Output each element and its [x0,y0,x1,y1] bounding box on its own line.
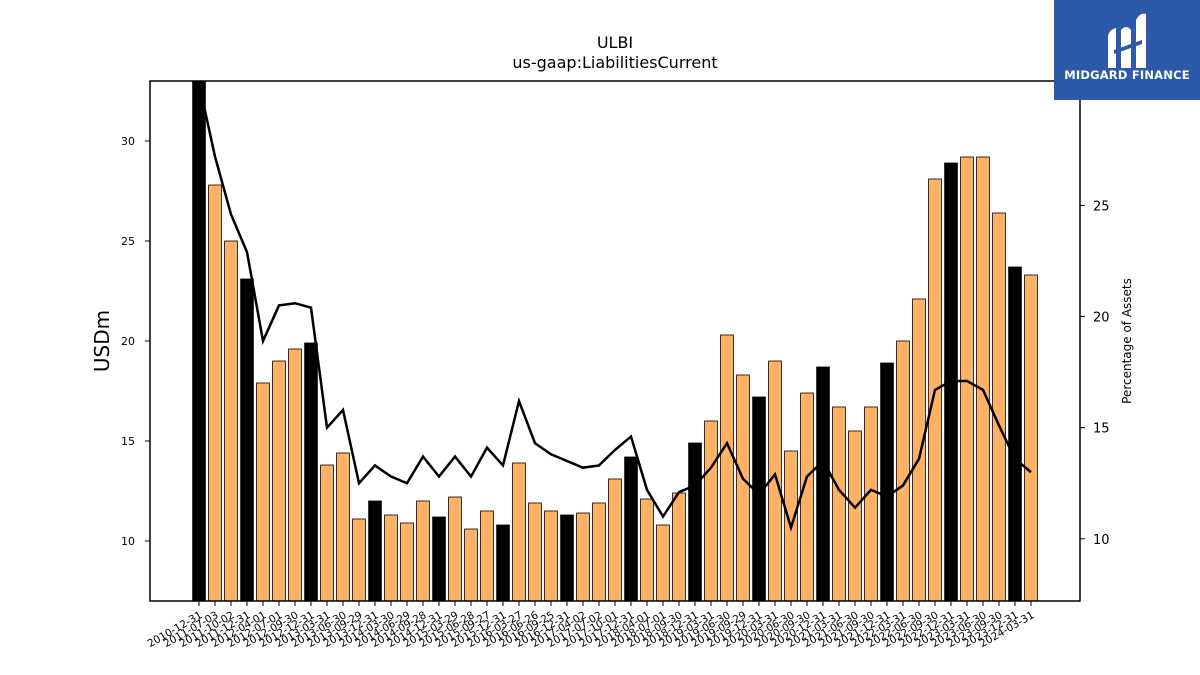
bar-2023-06-30 [976,156,990,602]
bar-2014-03-30 [384,514,398,602]
chart-title: ULBI [597,33,633,52]
bar-2017-04-02 [576,512,590,602]
bar-2011-10-02 [224,240,238,602]
percentage-line [197,82,1032,532]
left-axis-ticks: 10 15 20 25 30 [121,135,150,548]
bar-2021-03-31 [832,406,846,602]
bar-2022-06-30 [912,298,926,602]
company-logo: MIDGARD FINANCE [1054,0,1200,100]
bars-group [192,80,1038,602]
right-tick-label: 20 [1093,311,1110,326]
bar-2015-09-27 [480,510,494,602]
logo-mark-icon [1108,13,1146,69]
bar-2020-09-30 [800,392,814,602]
left-tick-label: 20 [121,335,135,348]
x-axis-ticks: 2010-12-312011-07-032011-10-022011-12-31… [146,601,1037,650]
bar-2019-03-31 [704,420,718,602]
logo-text: MIDGARD FINANCE [1064,68,1190,82]
bar-2017-10-01 [608,478,622,602]
bar-2013-12-31 [368,500,382,602]
left-tick-label: 30 [121,135,135,148]
bar-2017-12-31 [624,456,638,602]
bar-2016-06-26 [528,502,542,602]
bar-2024-03-31 [1024,274,1038,602]
bar-2011-07-03 [208,184,222,602]
bar-2016-09-25 [544,510,558,602]
bar-2019-09-29 [736,374,750,602]
bar-2017-07-02 [592,502,606,602]
right-tick-label: 10 [1093,533,1110,548]
bar-2021-12-31 [880,362,894,602]
bar-2015-12-31 [496,524,510,602]
bar-2012-09-30 [288,348,302,602]
bar-2022-03-31 [896,340,910,602]
bar-2023-03-31 [960,156,974,602]
bar-2018-07-01 [656,524,670,602]
bar-2021-09-30 [864,406,878,602]
bar-2023-12-31 [1008,266,1022,602]
chart-subtitle: us-gaap:LiabilitiesCurrent [512,53,717,72]
bar-2023-09-30 [992,212,1006,602]
bar-2019-06-30 [720,334,734,602]
right-tick-label: 15 [1093,422,1110,437]
bar-2014-12-31 [432,516,446,602]
bar-2015-06-28 [464,528,478,602]
bar-2013-03-31 [320,464,334,602]
right-axis-ticks: 10 15 20 25 [1080,199,1110,548]
left-tick-label: 25 [121,235,135,248]
bar-2014-06-29 [400,522,414,602]
bar-2018-04-01 [640,498,654,602]
bar-2012-12-31 [304,342,318,602]
bar-2014-09-28 [416,500,430,602]
bar-2016-12-31 [560,514,574,602]
left-tick-label: 10 [121,535,135,548]
bar-2019-12-31 [752,396,766,602]
bar-2011-12-31 [240,278,254,602]
bar-2021-06-30 [848,430,862,602]
bar-2015-03-29 [448,496,462,602]
bar-2010-12-31 [192,80,206,602]
bar-2013-09-29 [352,518,366,602]
bar-2016-03-27 [512,462,526,602]
bar-2012-07-01 [272,360,286,602]
bar-2013-06-30 [336,452,350,602]
right-axis-label: Percentage of Assets [1120,278,1134,404]
right-tick-label: 25 [1093,199,1110,214]
bar-2018-09-30 [672,492,686,602]
bar-2018-12-31 [688,442,702,602]
bar-2020-12-31 [816,366,830,602]
bar-2012-04-01 [256,382,270,602]
left-tick-label: 15 [121,435,135,448]
left-axis-label: USDm [90,310,114,372]
